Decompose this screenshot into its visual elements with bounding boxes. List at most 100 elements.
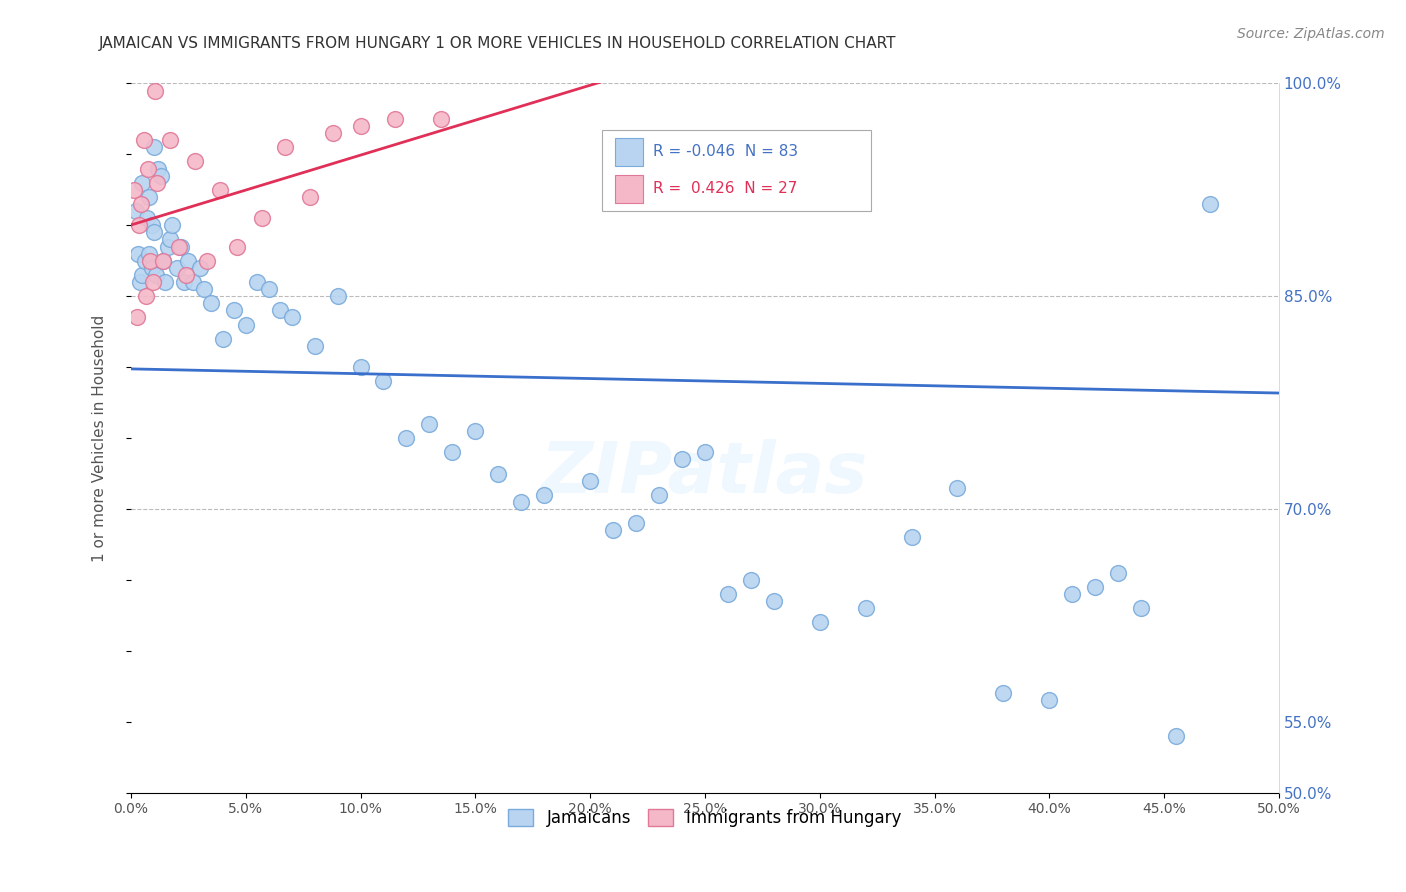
Point (136, 211, 159, 226)
Point (349, 360, 371, 375)
Point (225, 239, 247, 253)
Point (349, 119, 371, 133)
Point (188, 260, 211, 275)
Point (1199, 197, 1222, 211)
Point (141, 219, 163, 233)
Y-axis label: 1 or more Vehicles in Household: 1 or more Vehicles in Household (93, 314, 107, 562)
FancyBboxPatch shape (616, 137, 643, 166)
Point (900, 530, 922, 544)
Point (373, 374, 395, 388)
Point (193, 282, 215, 296)
Point (717, 587, 740, 601)
Point (762, 594, 785, 608)
Point (579, 474, 602, 488)
Point (124, 204, 146, 219)
Point (1130, 601, 1153, 615)
Point (441, 445, 464, 459)
Point (125, 310, 148, 325)
Text: R = -0.046  N = 83: R = -0.046 N = 83 (654, 145, 799, 159)
Point (132, 133, 155, 147)
Point (129, 275, 152, 289)
Point (131, 176, 153, 190)
Point (1164, 729, 1187, 743)
Point (149, 169, 172, 183)
Point (693, 445, 716, 459)
Point (1107, 566, 1129, 580)
Point (648, 488, 671, 502)
Point (156, 239, 179, 253)
Point (134, 253, 156, 268)
Point (533, 488, 555, 502)
Point (135, 289, 157, 303)
Point (740, 573, 762, 587)
Point (177, 253, 200, 268)
Point (384, 112, 406, 126)
Point (131, 268, 153, 282)
Point (141, 260, 163, 275)
Point (142, 226, 165, 240)
Point (299, 190, 322, 204)
Point (946, 481, 969, 495)
Point (148, 161, 170, 176)
Point (246, 275, 269, 289)
Point (1062, 587, 1084, 601)
Point (155, 275, 177, 289)
Point (326, 289, 349, 303)
Point (464, 424, 486, 438)
Point (167, 239, 190, 253)
Point (200, 296, 222, 310)
Point (624, 516, 647, 530)
Point (304, 339, 326, 353)
Text: R =  0.426  N = 27: R = 0.426 N = 27 (654, 181, 797, 196)
Point (184, 154, 207, 169)
Point (142, 275, 165, 289)
Point (152, 253, 174, 268)
Point (129, 197, 152, 211)
Legend: Jamaicans, Immigrants from Hungary: Jamaicans, Immigrants from Hungary (502, 803, 908, 834)
Point (602, 523, 624, 537)
Text: ZIPatlas: ZIPatlas (541, 439, 869, 508)
Point (127, 246, 149, 260)
Point (143, 83, 166, 97)
Point (1038, 693, 1060, 707)
Point (274, 140, 297, 154)
FancyBboxPatch shape (602, 129, 872, 211)
Point (250, 211, 273, 226)
Point (418, 417, 440, 431)
Point (136, 161, 159, 176)
Point (195, 253, 218, 268)
Point (1084, 580, 1107, 594)
Point (993, 686, 1015, 700)
Point (209, 183, 232, 197)
Point (486, 467, 509, 481)
Point (174, 268, 197, 282)
Point (257, 282, 280, 296)
Point (808, 615, 831, 630)
Point (159, 133, 181, 147)
Point (181, 275, 204, 289)
Text: JAMAICAN VS IMMIGRANTS FROM HUNGARY 1 OR MORE VEHICLES IN HOUSEHOLD CORRELATION : JAMAICAN VS IMMIGRANTS FROM HUNGARY 1 OR… (98, 36, 896, 51)
Point (159, 232, 181, 246)
Point (395, 431, 418, 445)
Point (430, 112, 453, 126)
Point (166, 260, 188, 275)
Point (142, 140, 165, 154)
Point (146, 176, 169, 190)
Point (128, 219, 150, 233)
Point (170, 239, 193, 253)
Point (139, 253, 162, 268)
Point (280, 310, 302, 325)
Point (138, 246, 160, 260)
Point (173, 275, 195, 289)
FancyBboxPatch shape (616, 175, 643, 203)
Point (152, 253, 174, 268)
Point (211, 332, 233, 346)
Point (855, 601, 877, 615)
Point (162, 219, 184, 233)
Text: Source: ZipAtlas.com: Source: ZipAtlas.com (1237, 27, 1385, 41)
Point (510, 495, 533, 509)
Point (124, 183, 146, 197)
Point (235, 318, 257, 332)
Point (145, 268, 167, 282)
Point (671, 452, 693, 467)
